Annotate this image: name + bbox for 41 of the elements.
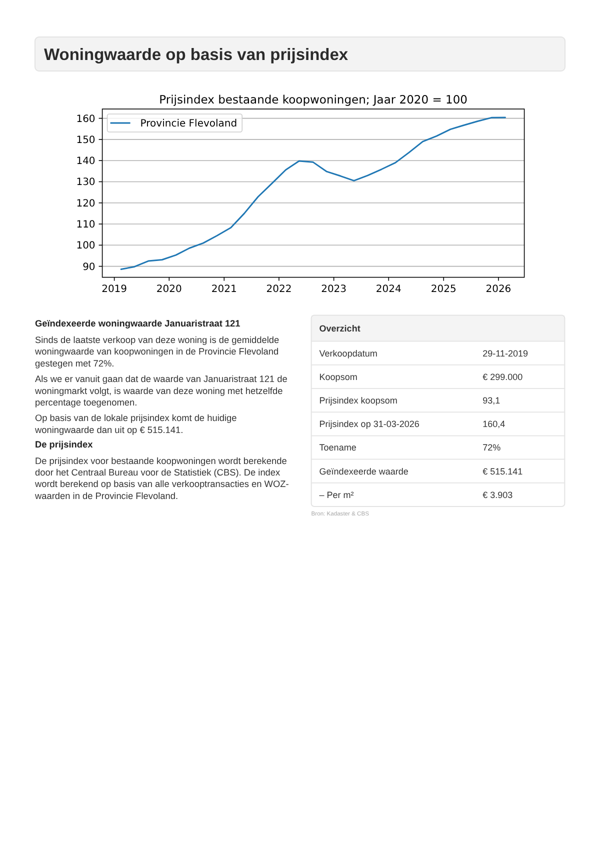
- y-tick-label: 130: [76, 177, 96, 188]
- text: Overzicht: [319, 323, 360, 334]
- category-label: Prijsindex koopsom: [319, 395, 398, 406]
- category-label: Koopsom: [319, 372, 358, 382]
- legend-label: Provincie Flevoland: [140, 118, 238, 130]
- line-series: [120, 116, 506, 270]
- text: Woningwaarde op basis van prijsindex: [44, 46, 349, 64]
- text: 93,1: [482, 395, 500, 406]
- category-label: Geïndexeerde waarde: [319, 466, 408, 476]
- y-tick-label: 90: [82, 262, 96, 273]
- text: Op basis van de lokale prijsindex komt de huidige woningwaarde dan uit op € 515.141.: [34, 413, 237, 435]
- x-tick-label: 2020: [156, 284, 182, 295]
- y-tick-label: 110: [76, 220, 96, 231]
- category-label: Toename: [319, 442, 356, 453]
- x-tick-label: 2024: [376, 284, 402, 295]
- text: Als we er vanuit gaan dat de waarde van Januaristraat 121 de woningmarkt volgt, is waarde van deze woning met hetzelfde percentage toegenomen.: [34, 374, 288, 408]
- x-tick-label: 2021: [211, 284, 237, 295]
- text: 72%: [482, 442, 501, 453]
- text: € 3.903: [482, 490, 513, 500]
- category-label: Prijsindex op 31-03-2026: [319, 419, 420, 430]
- y-tick-label: 120: [76, 198, 96, 210]
- text: De prijsindex voor bestaande koopwoningen wordt berekende door het Centraal Bureau voor de Statistiek (CBS). De index wordt berekend op basis van alle verkooptransacties en WOZ-waarden in de Provincie Flevoland.: [34, 456, 289, 501]
- chart-title: Prijsindex bestaande koopwoningen; Jaar 2020 = 100: [159, 92, 468, 106]
- text: € 515.141: [482, 466, 523, 476]
- y-tick-label: 140: [76, 156, 96, 168]
- category-label: Verkoopdatum: [319, 348, 378, 358]
- text: 29-11-2019: [482, 348, 528, 358]
- x-tick-label: 2025: [430, 284, 456, 295]
- text: 160,4: [482, 419, 506, 430]
- text: Geïndexeerde woningwaarde Januaristraat 121: [35, 318, 240, 328]
- y-tick-label: 160: [76, 114, 96, 125]
- x-tick-label: 2026: [486, 284, 512, 295]
- y-tick-label: 100: [76, 240, 96, 252]
- text: De prijsindex: [35, 439, 94, 450]
- category-label: – Per m²: [319, 490, 354, 500]
- x-tick-label: 2023: [321, 284, 347, 295]
- x-tick-label: 2022: [266, 284, 292, 295]
- y-tick-label: 150: [76, 134, 96, 146]
- text: € 299.000: [482, 372, 523, 382]
- text: Sinds de laatste verkoop van deze woning is de gemiddelde woningwaarde van koopwoningen in de Provincie Flevoland gestegen met 72%.: [34, 335, 280, 368]
- x-tick-label: 2019: [102, 284, 128, 295]
